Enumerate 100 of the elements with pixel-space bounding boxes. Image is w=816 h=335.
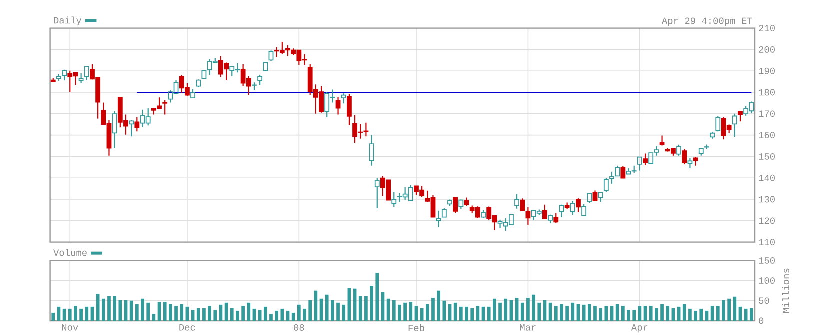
bar [526,298,530,321]
bar [364,296,368,321]
bar [196,308,200,321]
y-tick-label: 120 [759,218,775,224]
bar [264,306,268,321]
bar [476,306,480,321]
bar [381,292,385,321]
bar [409,302,413,321]
bar [247,302,251,321]
bar [230,308,234,321]
bar [660,304,664,321]
y-axis-title: Millions [782,268,790,313]
bar [308,300,312,321]
bar [442,300,446,321]
bar [68,308,72,321]
bar [158,302,162,321]
bar [627,310,630,321]
bar [470,308,474,321]
bar [280,308,284,321]
bar [202,308,206,321]
y-tick-label: 0 [759,318,764,324]
y-tick-label: 150 [759,153,775,160]
bar [118,300,122,321]
bar [594,306,597,321]
bar [331,300,334,321]
candlestick [464,197,470,207]
bar [96,294,100,321]
bar [358,296,362,321]
candlestick [336,96,341,116]
bar [242,306,245,321]
bar [649,306,653,321]
bar [74,306,78,321]
bar [392,300,396,321]
bar [169,304,172,321]
bar [152,314,156,321]
legend-label: Daily [54,16,82,26]
bar [655,308,658,321]
bar [85,306,89,321]
bar [292,312,296,321]
bar [733,296,737,321]
candlestick [693,156,698,166]
bar [336,302,340,321]
bar [146,302,150,321]
bar [710,306,714,321]
y-tick-label: 210 [759,25,775,32]
y-tick-label: 100 [759,278,775,284]
bar [632,310,636,321]
bar [694,310,698,321]
bar [432,298,435,321]
y-tick-label: 170 [759,110,775,118]
bar [108,296,111,321]
bar [638,306,642,321]
x-tick-label: Dec [180,324,196,331]
bar [459,306,463,321]
bar [174,306,178,321]
bar [672,308,676,321]
bar [113,296,116,321]
text: Apr 29 4:00pm ET [662,18,752,26]
bar [498,302,502,321]
x-tick-label: 08 [294,324,304,331]
bar [135,304,139,321]
bar [716,306,720,321]
bar [80,308,83,321]
bar [688,308,692,321]
bar [325,294,329,321]
bar [52,312,56,321]
bar [610,306,614,321]
bar [426,304,430,321]
bar [297,304,301,321]
bar [588,304,592,321]
bar [666,306,670,321]
bar [510,300,514,321]
bar [682,304,686,321]
bar [420,308,424,321]
x-tick-label: Mar [520,324,536,331]
candlestick [112,110,118,149]
bar [700,308,704,321]
bar [236,310,240,321]
y-tick-label: 150 [759,257,775,264]
bar [404,302,407,321]
candlestick [559,205,564,218]
bar [571,302,575,321]
bar [214,310,218,321]
candlestick [582,204,587,216]
bar [191,310,195,321]
bar [130,300,134,321]
candlestick [263,62,268,72]
bar [722,300,726,321]
candlestick [392,191,397,208]
candlestick [369,134,374,166]
bar [560,304,564,321]
candlestick [374,178,380,210]
bar [398,304,402,321]
bar [102,298,106,321]
bar [437,290,441,321]
bar [448,304,452,321]
bar [465,306,468,321]
candlestick [129,120,134,138]
bar [599,308,603,321]
bar [342,304,346,321]
